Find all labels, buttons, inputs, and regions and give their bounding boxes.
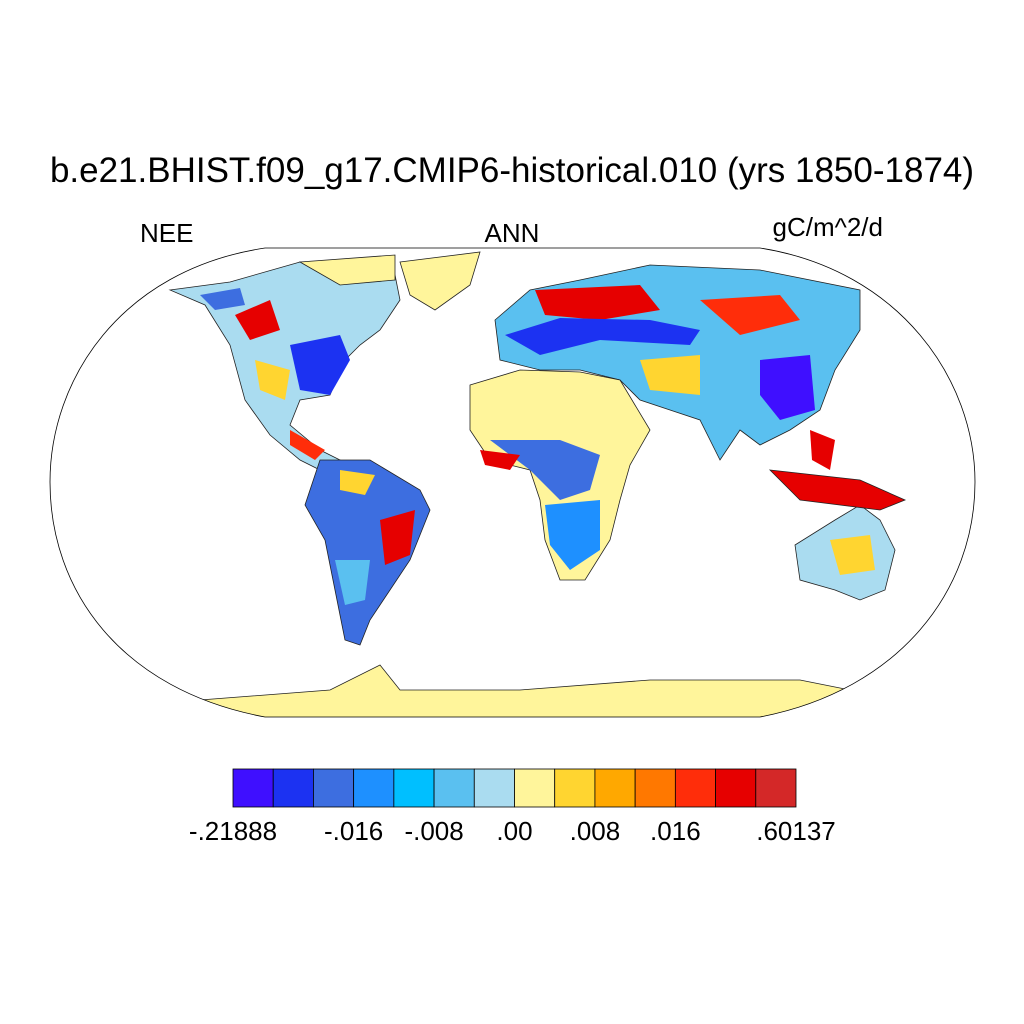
colorbar-box bbox=[353, 768, 395, 808]
colorbar-box bbox=[755, 768, 797, 808]
colorbar-box bbox=[473, 768, 515, 808]
colorbar-box bbox=[554, 768, 596, 808]
center-label: ANN bbox=[485, 218, 540, 248]
left-label: NEE bbox=[140, 218, 193, 248]
colorbar-box bbox=[715, 768, 757, 808]
eu-patch bbox=[535, 285, 660, 320]
colorbar-box bbox=[272, 768, 314, 808]
colorbar-label: -.016 bbox=[324, 816, 383, 846]
sa-patch bbox=[340, 470, 375, 495]
colorbar-box bbox=[393, 768, 435, 808]
asia-patch bbox=[640, 355, 700, 395]
antarctica bbox=[199, 664, 901, 717]
eu-patch bbox=[505, 318, 700, 355]
na-patch bbox=[235, 300, 280, 340]
na-patch bbox=[290, 335, 350, 395]
africa-patch bbox=[545, 500, 600, 570]
aus-patch bbox=[830, 535, 875, 575]
arctic-islands bbox=[298, 254, 396, 286]
right-label: gC/m^2/d bbox=[773, 212, 883, 242]
sa-patch bbox=[380, 510, 415, 565]
africa-patch bbox=[480, 450, 520, 470]
na-patch bbox=[255, 360, 290, 400]
na-patch bbox=[290, 430, 325, 460]
colorbar-box bbox=[313, 768, 355, 808]
greenland bbox=[399, 251, 481, 311]
asia-patch bbox=[700, 295, 800, 335]
sa-patch bbox=[335, 560, 370, 605]
colorbar-box bbox=[232, 768, 274, 808]
maritime-asia bbox=[768, 469, 907, 511]
map bbox=[168, 251, 907, 717]
colorbar-label: .00 bbox=[496, 816, 532, 846]
colorbar-box bbox=[634, 768, 676, 808]
colorbar-box bbox=[514, 768, 556, 808]
asia-patch bbox=[760, 355, 815, 420]
colorbar-label: -.008 bbox=[404, 816, 463, 846]
title: b.e21.BHIST.f09_g17.CMIP6-historical.010… bbox=[50, 151, 974, 190]
colorbar-label: .60137 bbox=[756, 816, 836, 846]
colorbar-label: .016 bbox=[650, 816, 701, 846]
colorbar-label: .008 bbox=[570, 816, 621, 846]
na-patch bbox=[200, 288, 245, 310]
colorbar-box bbox=[433, 768, 475, 808]
colorbar-box bbox=[674, 768, 716, 808]
south-america bbox=[304, 459, 431, 646]
colorbar-box bbox=[594, 768, 636, 808]
map-outline bbox=[49, 247, 976, 718]
asia-patch bbox=[810, 430, 835, 470]
colorbar-label: -.21888 bbox=[189, 816, 277, 846]
colorbar: -.21888 -.016 -.008 .00 .008 .016 .60137 bbox=[189, 768, 836, 846]
